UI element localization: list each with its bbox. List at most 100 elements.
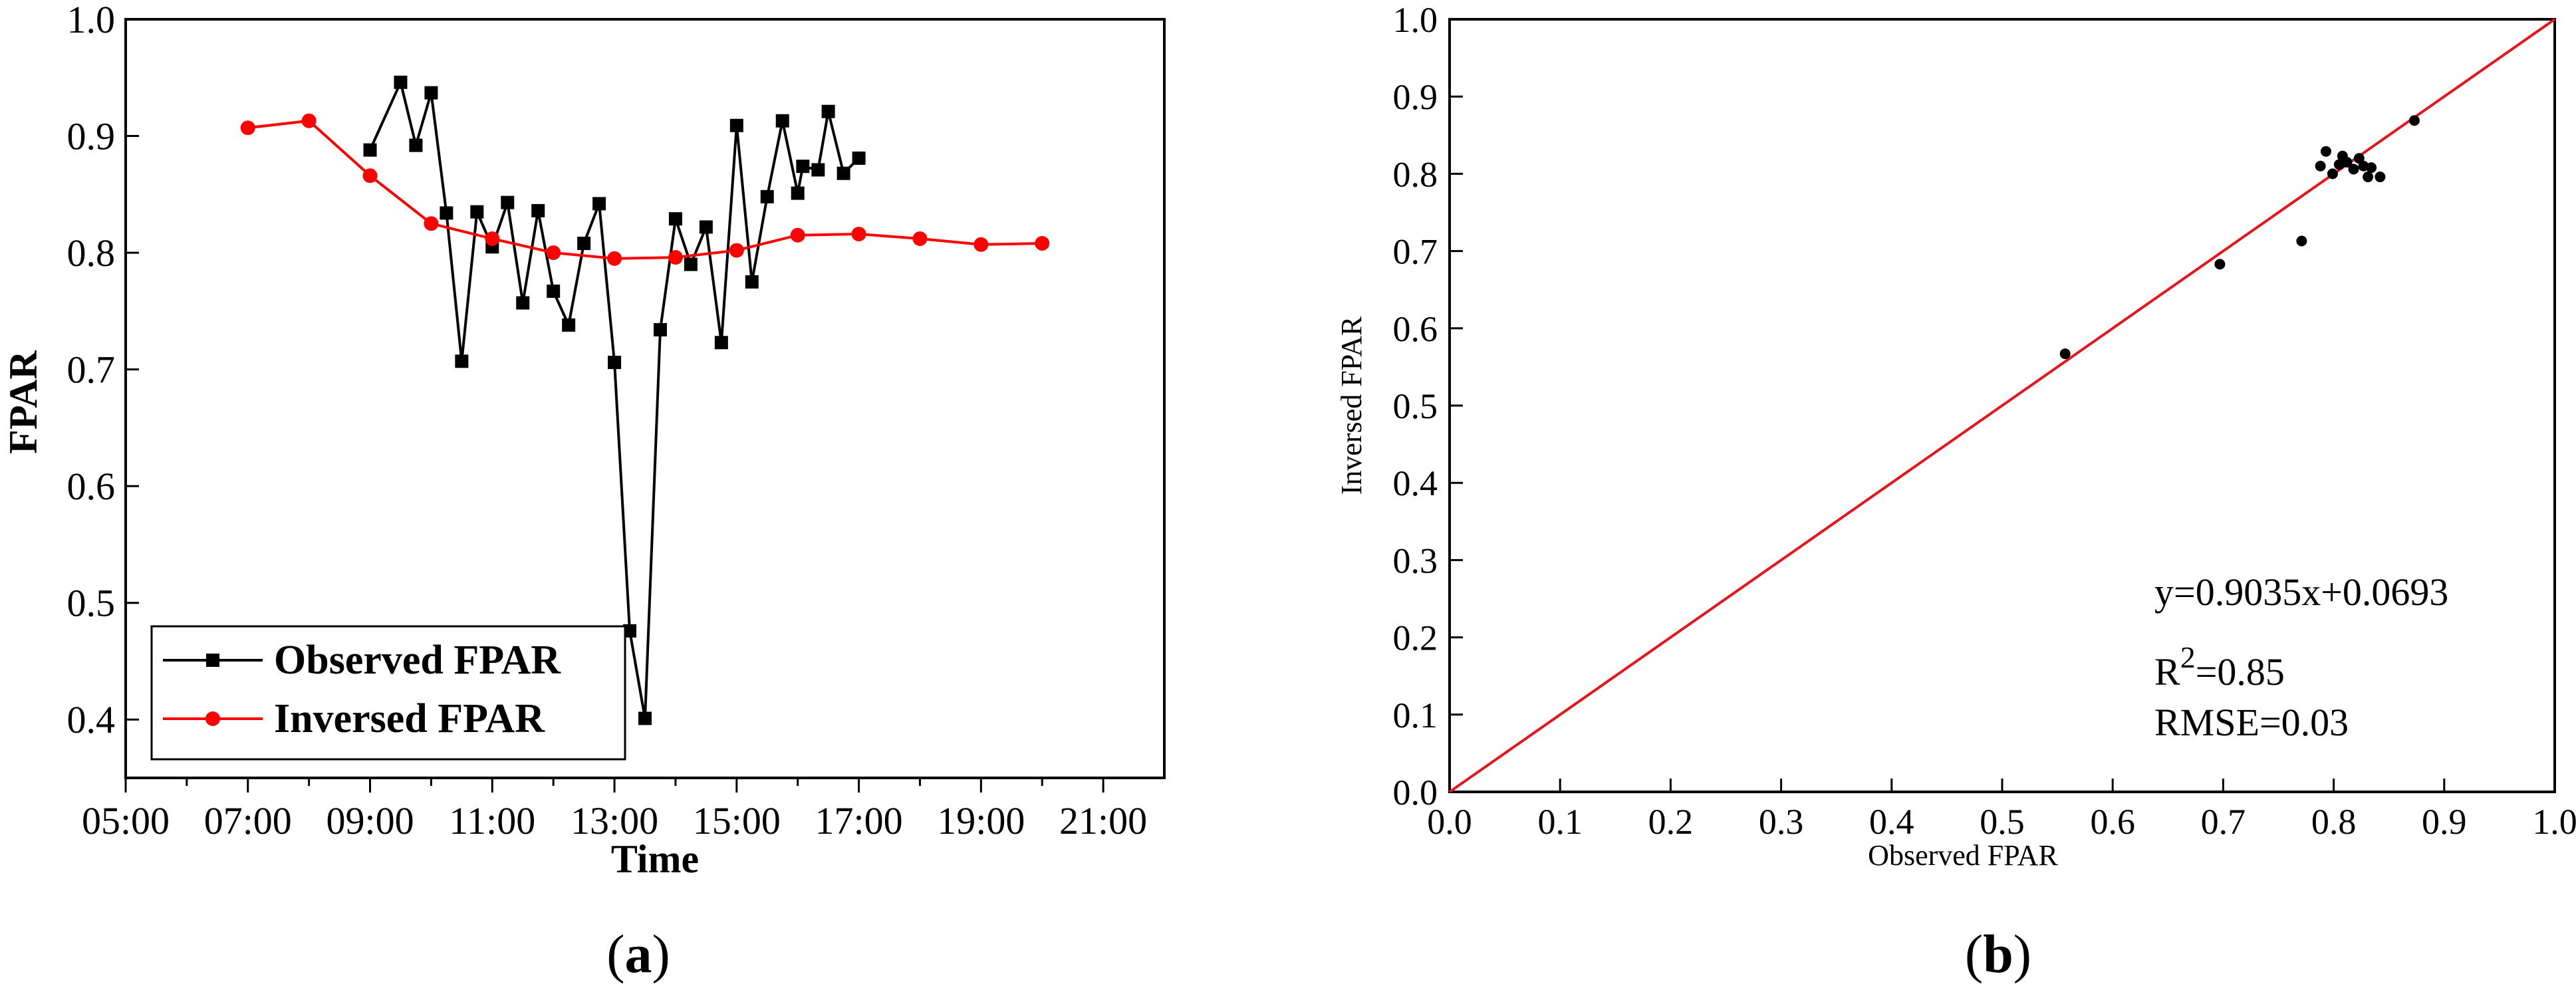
legend-inversed-marker xyxy=(205,711,220,726)
regression-equation: y=0.9035x+0.0693 xyxy=(2154,570,2448,614)
x-tick-label: 19:00 xyxy=(937,799,1025,842)
panel-a-x-axis-title: Time xyxy=(611,837,699,881)
y-tick-label: 0.6 xyxy=(67,465,116,508)
scatter-point xyxy=(2327,168,2338,180)
y-tick-label: 0.9 xyxy=(1393,77,1438,117)
x-tick-label: 0.8 xyxy=(2311,802,2357,842)
inversed-fpar-point xyxy=(301,113,317,128)
y-tick-label: 0.6 xyxy=(1393,309,1438,349)
scatter-point xyxy=(2296,235,2307,247)
observed-fpar-point xyxy=(409,138,423,152)
panel-a-letter: a xyxy=(625,924,652,984)
panel-b-1-to-1-line xyxy=(1448,18,2556,793)
y-tick-label: 0.2 xyxy=(1393,618,1438,658)
panel-b-y-ticks: 0.0 0.1 0.2 0.3 0.4 0.5 0.6 0.7 0.8 0.9 1.0 xyxy=(1393,0,1463,812)
y-tick-label: 0.5 xyxy=(67,582,116,625)
observed-fpar-point xyxy=(592,197,606,211)
inversed-fpar-point xyxy=(607,251,622,266)
y-tick-label: 1.0 xyxy=(1393,0,1438,40)
one-to-one-line xyxy=(1448,18,2556,793)
observed-fpar-point xyxy=(394,75,408,89)
panel-b-open-paren: ( xyxy=(1965,924,1983,984)
inversed-fpar-point xyxy=(973,237,989,252)
panel-b-points xyxy=(2059,115,2420,360)
r-squared-superscript: 2 xyxy=(2180,640,2196,674)
panel-b-x-ticks: 0.0 0.1 0.2 0.3 0.4 0.5 0.6 0.7 0.8 0.9 1.0 xyxy=(1427,779,2576,842)
x-tick-label: 13:00 xyxy=(571,799,658,842)
observed-fpar-point xyxy=(562,318,576,332)
r-squared: R2=0.85 xyxy=(2154,640,2285,693)
panel-a-label: (a) xyxy=(606,924,670,984)
observed-fpar-point xyxy=(760,189,774,203)
observed-fpar-point xyxy=(501,195,515,209)
x-tick-label: 0.5 xyxy=(1980,802,2025,842)
panel-b-scatter: 0.0 0.1 0.2 0.3 0.4 0.5 0.6 0.7 0.8 0.9 1.0 0.0 0.1… xyxy=(1335,0,2576,872)
observed-fpar-point xyxy=(363,143,377,157)
observed-fpar-point xyxy=(775,114,789,128)
inversed-fpar-point xyxy=(362,168,378,184)
scatter-point xyxy=(2214,259,2226,270)
observed-fpar-point xyxy=(791,186,805,200)
inversed-fpar-point xyxy=(790,227,805,243)
observed-fpar-point xyxy=(837,166,850,180)
x-tick-label: 17:00 xyxy=(815,799,903,842)
x-tick-label: 0.4 xyxy=(1869,802,1914,842)
observed-fpar-point xyxy=(796,160,810,174)
inversed-fpar-line xyxy=(247,119,1043,260)
x-tick-label: 0.7 xyxy=(2201,802,2246,842)
observed-fpar-point xyxy=(577,237,591,251)
legend-frame xyxy=(150,625,626,761)
observed-fpar-point xyxy=(684,257,698,271)
y-tick-label: 0.4 xyxy=(67,698,116,741)
y-tick-label: 0.3 xyxy=(1393,541,1438,580)
legend-observed-swatch xyxy=(163,654,263,667)
observed-fpar-point xyxy=(729,118,743,132)
scatter-point xyxy=(2353,153,2365,164)
observed-fpar-point xyxy=(811,163,825,177)
x-tick-label: 15:00 xyxy=(693,799,781,842)
panel-a-time-series: 0.4 0.5 0.6 0.7 0.8 0.9 1.0 05:00 07:00 09:00 11:… xyxy=(1,0,1166,881)
inversed-fpar-point xyxy=(729,243,744,258)
panel-a-legend: Observed FPAR Inversed FPAR xyxy=(150,625,626,761)
r-squared-prefix: R xyxy=(2154,650,2180,693)
x-tick-label: 0.1 xyxy=(1537,802,1583,842)
panel-b-y-axis-title: Inversed FPAR xyxy=(1335,316,1368,495)
x-tick-label: 0.9 xyxy=(2422,802,2467,842)
panel-b-letter: b xyxy=(1983,924,2013,984)
scatter-point xyxy=(2366,162,2377,174)
x-tick-label: 0.3 xyxy=(1759,802,1804,842)
panel-b-close-paren: ) xyxy=(2013,924,2031,984)
observed-fpar-point xyxy=(638,711,652,725)
observed-fpar-point xyxy=(745,275,759,289)
observed-fpar-point xyxy=(547,285,561,299)
x-tick-label: 1.0 xyxy=(2532,802,2576,842)
x-tick-label: 0.0 xyxy=(1427,802,1472,842)
x-tick-label: 07:00 xyxy=(204,799,292,842)
observed-fpar-line xyxy=(368,78,860,719)
panel-a-plot-frame xyxy=(124,18,1166,779)
observed-fpar-point xyxy=(455,354,469,368)
observed-fpar-point xyxy=(470,205,484,219)
x-tick-label: 05:00 xyxy=(82,799,170,842)
y-tick-label: 0.0 xyxy=(1393,773,1438,812)
scatter-point xyxy=(2341,156,2353,168)
panel-a-y-axis-title: FPAR xyxy=(1,350,45,454)
r-squared-value: =0.85 xyxy=(2196,650,2285,693)
inversed-fpar-point xyxy=(485,231,500,247)
x-tick-label: 09:00 xyxy=(326,799,414,842)
observed-fpar-point xyxy=(852,151,866,165)
scatter-point xyxy=(2348,164,2359,175)
y-tick-label: 0.7 xyxy=(1393,232,1438,272)
panel-b-x-axis-title: Observed FPAR xyxy=(1868,839,2058,872)
observed-fpar-point xyxy=(653,322,667,336)
panel-a-y-ticks: 0.4 0.5 0.6 0.7 0.8 0.9 1.0 xyxy=(67,0,139,741)
x-tick-label: 21:00 xyxy=(1059,799,1147,842)
inversed-fpar-point xyxy=(851,226,866,241)
inversed-fpar-point xyxy=(240,120,255,136)
scatter-point xyxy=(2375,172,2386,183)
inversed-fpar-point xyxy=(912,231,928,247)
legend-inversed-swatch xyxy=(163,711,263,726)
inversed-fpar-point xyxy=(1035,236,1050,251)
observed-fpar-point xyxy=(531,203,545,217)
